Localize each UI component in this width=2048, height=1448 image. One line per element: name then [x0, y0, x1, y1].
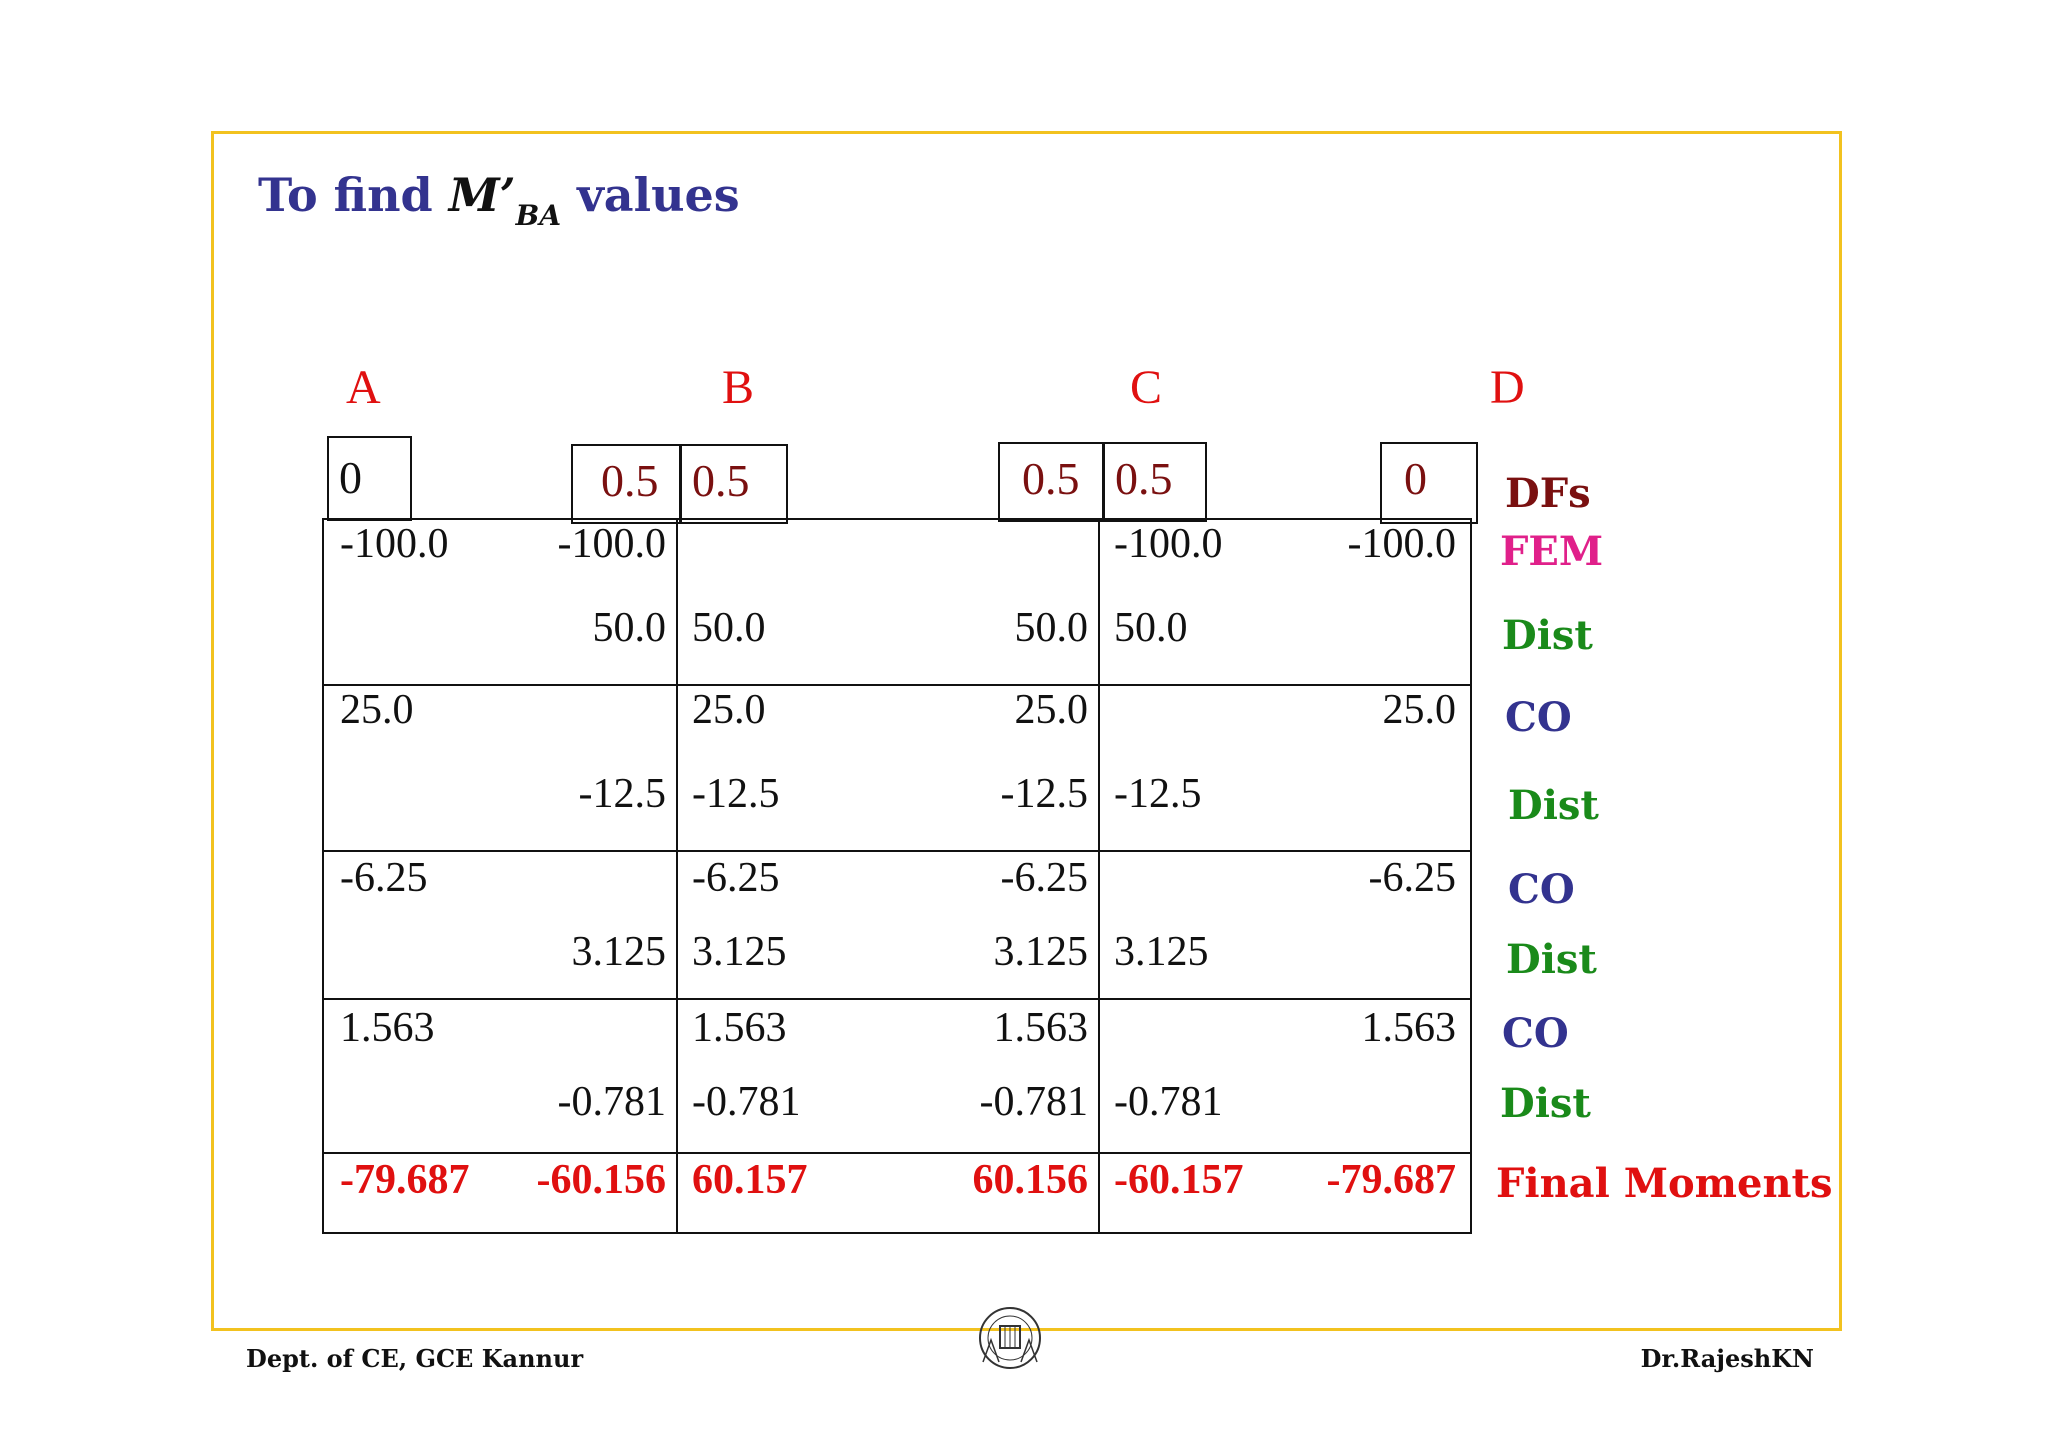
row-label: Dist — [1500, 1080, 1591, 1127]
table-cell: -100.0 — [340, 521, 449, 567]
table-cell: -79.687 — [340, 1157, 470, 1203]
table-cell: -60.156 — [536, 1157, 667, 1203]
table-cell: 3.125 — [692, 929, 787, 975]
moment-distribution-table — [322, 518, 1472, 1234]
table-cell: -12.5 — [1114, 771, 1202, 817]
table-cell: 1.563 — [993, 1005, 1089, 1051]
df-box-ba: 0.5 — [571, 444, 681, 524]
table-cell: 60.156 — [972, 1157, 1089, 1203]
title-suffix: values — [577, 168, 740, 222]
table-cell: -12.5 — [578, 771, 667, 817]
df-box-a: 0 — [327, 436, 412, 521]
slide-frame — [211, 131, 1842, 1331]
table-cell: 3.125 — [993, 929, 1089, 975]
table-cell: -0.781 — [692, 1079, 801, 1125]
table-cell: 50.0 — [1114, 605, 1188, 651]
df-box-cd: 0.5 — [1103, 442, 1207, 522]
table-cell: 1.563 — [340, 1005, 435, 1051]
table-cell: 1.563 — [1361, 1005, 1457, 1051]
table-cell: 50.0 — [692, 605, 766, 651]
df-box-bc: 0.5 — [680, 444, 788, 524]
row-label-dfs: DFs — [1505, 470, 1591, 517]
joint-c-divider — [1098, 520, 1100, 1232]
table-cell: 3.125 — [571, 929, 667, 975]
table-cell: -12.5 — [1000, 771, 1089, 817]
row-divider — [324, 998, 1470, 1000]
joint-label-a: A — [346, 361, 381, 414]
table-cell: -6.25 — [692, 855, 780, 901]
row-label: FEM — [1500, 528, 1604, 575]
table-cell: 50.0 — [1014, 605, 1089, 651]
table-cell: 25.0 — [340, 687, 414, 733]
joint-label-b: B — [722, 361, 755, 414]
footer-department: Dept. of CE, GCE Kannur — [246, 1344, 584, 1373]
table-cell: -100.0 — [1347, 521, 1457, 567]
joint-label-d: D — [1490, 361, 1525, 414]
row-divider — [324, 684, 1470, 686]
table-cell: -0.781 — [1114, 1079, 1223, 1125]
table-cell: -6.25 — [1368, 855, 1457, 901]
table-cell: -6.25 — [340, 855, 428, 901]
table-cell: 50.0 — [592, 605, 667, 651]
table-cell: 1.563 — [692, 1005, 787, 1051]
row-label: Dist — [1508, 782, 1599, 829]
table-cell: -0.781 — [979, 1079, 1089, 1125]
row-divider — [324, 850, 1470, 852]
table-cell: -0.781 — [557, 1079, 667, 1125]
table-cell: -6.25 — [1000, 855, 1089, 901]
df-box-cb: 0.5 — [998, 442, 1104, 522]
joint-label-c: C — [1130, 361, 1163, 414]
table-cell: 3.125 — [1114, 929, 1209, 975]
row-label: Final Moments — [1496, 1160, 1833, 1207]
table-cell: -60.157 — [1114, 1157, 1244, 1203]
table-cell: -79.687 — [1326, 1157, 1457, 1203]
table-cell: 25.0 — [1382, 687, 1457, 733]
table-cell: 25.0 — [692, 687, 766, 733]
table-cell: 60.157 — [692, 1157, 808, 1203]
table-cell: -100.0 — [557, 521, 667, 567]
row-label: Dist — [1502, 612, 1593, 659]
title-symbol: M’ — [448, 168, 516, 222]
table-cell: -100.0 — [1114, 521, 1223, 567]
title-subscript: BA — [515, 199, 562, 232]
row-label: Dist — [1506, 936, 1597, 983]
df-box-d: 0 — [1380, 442, 1478, 524]
row-divider — [324, 1152, 1470, 1154]
slide-title: To find M’BA values — [258, 168, 740, 232]
row-label: CO — [1505, 694, 1572, 741]
table-cell: -12.5 — [692, 771, 780, 817]
row-label: CO — [1502, 1010, 1569, 1057]
college-logo-icon — [979, 1307, 1041, 1369]
title-prefix: To find — [258, 168, 433, 222]
row-label: CO — [1508, 866, 1575, 913]
joint-b-divider — [676, 520, 678, 1232]
table-cell: 25.0 — [1014, 687, 1089, 733]
footer-author: Dr.RajeshKN — [1640, 1344, 1814, 1373]
